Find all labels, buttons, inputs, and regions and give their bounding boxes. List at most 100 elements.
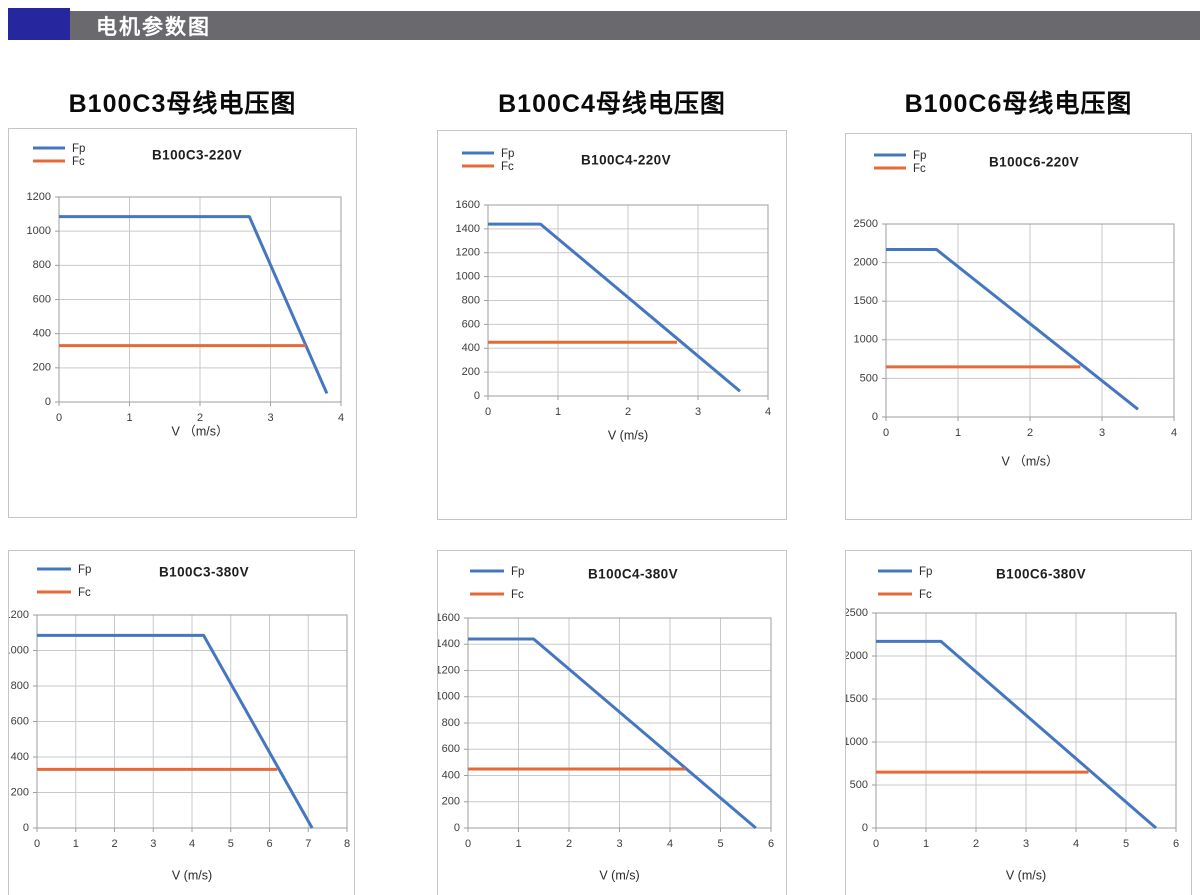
fp-series-line	[886, 247, 1139, 411]
fp-series-line	[59, 215, 329, 395]
y-tick-label: 0	[862, 822, 868, 834]
x-axis-title: V (m/s)	[1006, 868, 1046, 882]
y-tick-label: 800	[462, 294, 480, 306]
x-axis-title: V （m/s）	[1002, 454, 1059, 468]
x-tick-label: 2	[625, 406, 631, 418]
y-tick-label: 800	[11, 680, 29, 692]
x-tick-label: 4	[1171, 427, 1177, 439]
y-tick-label: 1400	[456, 223, 480, 235]
y-tick-label: 1000	[854, 334, 878, 346]
section-title-b100c4: B100C4母线电压图	[498, 90, 726, 118]
y-tick-label: 600	[462, 318, 480, 330]
y-tick-label: 2500	[854, 218, 878, 230]
x-tick-label: 2	[566, 838, 572, 850]
x-tick-label: 3	[267, 412, 273, 424]
chart-title: B100C3-380V	[159, 565, 249, 580]
section-title-b100c3: B100C3母线电压图	[68, 90, 297, 118]
y-tick-label: 1500	[846, 693, 868, 705]
fp-series-line	[468, 637, 757, 830]
x-axis-title: V (m/s)	[608, 428, 648, 442]
legend-fc-label: Fc	[72, 156, 85, 168]
y-tick-label: 1000	[846, 736, 868, 748]
header-accent-block	[8, 8, 70, 40]
y-tick-label: 600	[33, 293, 51, 305]
chart-panel-b100c6-380v: 0 500 1000 1500 2000 2500 0 1 2 3 4 5 6 V (m/s) Fp Fc B1…	[844, 550, 1192, 895]
y-tick-label: 0	[45, 396, 51, 408]
y-tick-label: 1200	[456, 247, 480, 259]
x-tick-label: 0	[56, 412, 62, 424]
x-tick-label: 4	[1073, 838, 1079, 850]
y-tick-label: 400	[33, 328, 51, 340]
y-tick-label: 1600	[438, 612, 460, 624]
y-tick-label: 800	[442, 717, 460, 729]
legend-fp-label: Fp	[511, 566, 524, 578]
x-tick-label: 0	[465, 838, 471, 850]
y-tick-label: 0	[454, 822, 460, 834]
x-tick-label: 2	[111, 838, 117, 850]
y-tick-label: 1400	[438, 638, 460, 650]
x-tick-label: 3	[1023, 838, 1029, 850]
x-tick-label: 4	[667, 838, 673, 850]
x-tick-label: 1	[515, 838, 521, 850]
x-tick-label: 0	[873, 838, 879, 850]
x-axis-title: V （m/s）	[172, 424, 229, 438]
x-tick-label: 0	[34, 838, 40, 850]
legend-fc-label: Fc	[511, 589, 524, 601]
chart-panel-b100c4-220v: 0 200 400 600 800 1000 1200 1400 1600 0 1 2 3 4 V (m/s…	[437, 130, 787, 520]
page-title: 电机参数图	[96, 15, 211, 39]
y-tick-label: 200	[33, 362, 51, 374]
y-tick-label: 0	[872, 411, 878, 423]
legend-fp-label: Fp	[919, 566, 932, 578]
y-tick-label: 2000	[846, 650, 868, 662]
y-tick-label: 400	[442, 769, 460, 781]
x-tick-label: 2	[197, 412, 203, 424]
legend-fp-label: Fp	[78, 564, 91, 576]
x-tick-label: 5	[717, 838, 723, 850]
y-tick-label: 600	[11, 715, 29, 727]
y-tick-label: 1200	[27, 191, 51, 203]
x-tick-label: 4	[189, 838, 195, 850]
chart-canvas: 0 200 400 600 800 1000 1200 1400 1600 0 1 2 3 4 5 6 V (m…	[436, 566, 775, 882]
y-tick-label: 600	[442, 743, 460, 755]
x-tick-label: 1	[126, 412, 132, 424]
x-tick-label: 2	[973, 838, 979, 850]
x-tick-label: 0	[883, 427, 889, 439]
legend-fp-label: Fp	[501, 148, 514, 160]
section-title-b100c6: B100C6母线电压图	[904, 90, 1133, 118]
chart-panel-b100c4-380v: 0 200 400 600 800 1000 1200 1400 1600 0 1 2 3 4 5 6 V (m…	[436, 550, 787, 895]
y-tick-label: 1200	[9, 609, 29, 621]
chart-title: B100C6-380V	[996, 567, 1086, 582]
chart-panel-b100c3-220v: 0 200 400 600 800 1000 1200 0 1 2 3 4 V （m/s） Fp Fc B10…	[8, 128, 357, 518]
x-tick-label: 4	[765, 406, 771, 418]
chart-panel-b100c3-380v: 0 200 400 600 800 1000 1200 0 1 2 3 4 5 6 7 8 V (m/s) Fp F…	[5, 550, 355, 895]
y-tick-label: 200	[11, 786, 29, 798]
legend-fp-label: Fp	[913, 150, 926, 162]
legend-fc-label: Fc	[78, 587, 91, 599]
x-tick-label: 3	[150, 838, 156, 850]
header-bar: 电机参数图	[70, 11, 1200, 40]
y-tick-label: 0	[474, 390, 480, 402]
chart-title: B100C6-220V	[989, 155, 1079, 170]
x-tick-label: 6	[1173, 838, 1179, 850]
chart-canvas: 0 200 400 600 800 1000 1200 1400 1600 0 1 2 3 4 V (m/s…	[456, 148, 772, 442]
x-tick-label: 0	[485, 406, 491, 418]
x-tick-label: 6	[768, 838, 774, 850]
chart-title: B100C4-380V	[588, 567, 678, 582]
y-tick-label: 500	[860, 372, 878, 384]
legend-fp-label: Fp	[72, 143, 85, 155]
x-tick-label: 5	[228, 838, 234, 850]
y-tick-label: 1200	[438, 664, 460, 676]
legend-fc-label: Fc	[501, 161, 514, 173]
x-tick-label: 1	[923, 838, 929, 850]
x-tick-label: 7	[305, 838, 311, 850]
y-tick-label: 2500	[846, 607, 868, 619]
y-tick-label: 1000	[438, 691, 460, 703]
legend-fc-label: Fc	[919, 589, 932, 601]
chart-panel-b100c6-220v: 0 500 1000 1500 2000 2500 0 1 2 3 4 V （m/s） Fp Fc B100…	[845, 133, 1192, 520]
x-tick-label: 2	[1027, 427, 1033, 439]
chart-canvas: 0 200 400 600 800 1000 1200 0 1 2 3 4 5 6 7 8 V (m/s) Fp F…	[5, 564, 351, 882]
y-tick-label: 1500	[854, 295, 878, 307]
chart-canvas: 0 500 1000 1500 2000 2500 0 1 2 3 4 5 6 V (m/s) Fp Fc B1…	[844, 566, 1180, 882]
x-tick-label: 1	[73, 838, 79, 850]
